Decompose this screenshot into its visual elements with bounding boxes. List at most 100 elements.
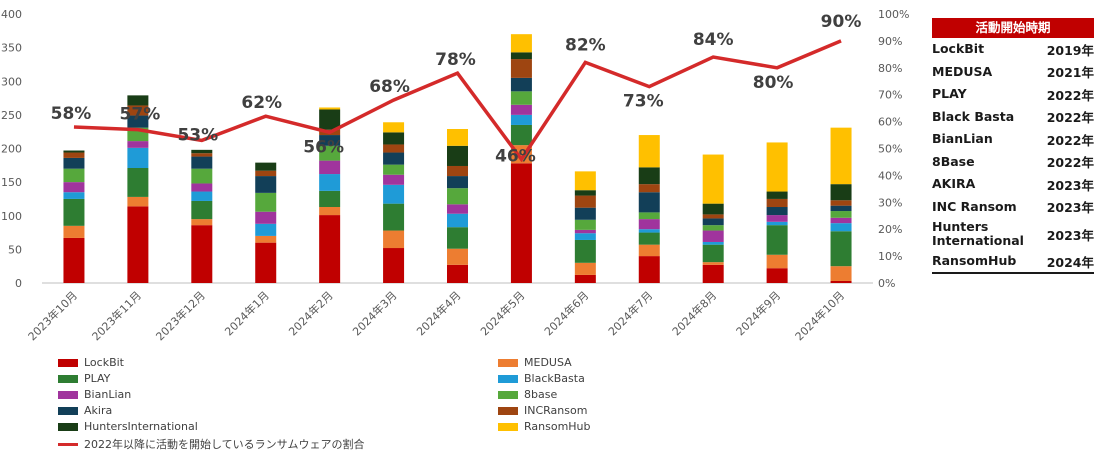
table-row: MEDUSA 2021年 [932, 60, 1094, 83]
bar-segment-akira [574, 207, 596, 220]
table-header: 活動開始時期 [932, 18, 1094, 38]
legend-item-ransomhub: RansomHub [498, 420, 591, 433]
bar-segment-play [127, 168, 149, 197]
legend-swatch [58, 358, 78, 367]
x-tick-label: 2024年10月 [792, 288, 847, 343]
y-tick-label: 0 [15, 277, 22, 290]
bar-segment-huntersinternational [383, 132, 405, 145]
bar-segment-blackbasta [766, 221, 788, 226]
legend-item-lockbit: LockBit [58, 356, 124, 369]
line-data-label: 78% [435, 50, 476, 70]
x-tick-label: 2024年1月 [222, 288, 272, 338]
bar-segment-8base [191, 168, 213, 184]
bar-segment-bianlian [383, 174, 405, 185]
bar-segment-bianlian [255, 211, 277, 224]
bar-segment-play [191, 200, 213, 220]
x-tick-label: 2024年2月 [286, 288, 336, 338]
bar-segment-huntersinternational [63, 150, 85, 153]
legend-label: INCRansom [524, 404, 588, 417]
x-tick-label: 2023年10月 [25, 288, 80, 343]
table-row: RansomHub 2024年 [932, 250, 1094, 274]
bar-segment-lockbit [830, 280, 852, 283]
bar-segment-incransom [127, 105, 149, 116]
line-data-label: 90% [821, 12, 862, 32]
bar-segment-incransom [830, 200, 852, 206]
bar-segment-play [574, 239, 596, 263]
bar-segment-ransomhub [830, 127, 852, 185]
bar-segment-play [383, 203, 405, 231]
bar-segment-incransom [510, 59, 532, 78]
line-data-label: 80% [753, 73, 794, 93]
line-data-label: 57% [120, 105, 161, 125]
bar-segment-huntersinternational [766, 191, 788, 199]
y-tick-label: 250 [1, 109, 22, 122]
x-tick-label: 2024年3月 [349, 288, 399, 338]
line-data-label: 46% [495, 146, 536, 166]
start-year: 2024年 [1046, 254, 1094, 270]
bar-segment-play [447, 227, 468, 249]
bar-segment-blackbasta [127, 147, 149, 169]
x-tick-label: 2024年4月 [413, 288, 463, 338]
legend-label: PLAY [84, 372, 111, 385]
ransomware-name: RansomHub [932, 253, 1017, 268]
bar-segment-lockbit [574, 274, 596, 283]
bar-segment-blackbasta [510, 114, 532, 125]
bar-segment-incransom [447, 165, 468, 177]
legend-label: Akira [84, 404, 113, 417]
y-tick-label: 150 [1, 176, 22, 189]
bar-segment-play [63, 198, 85, 226]
bar-segment-huntersinternational [574, 190, 596, 196]
bar-segment-incransom [191, 153, 213, 157]
legend-label: BianLian [84, 388, 132, 401]
legend-label: 2022年以降に活動を開始しているランサムウェアの割合 [84, 438, 365, 451]
bar-segment-huntersinternational [127, 95, 149, 106]
start-period-table: 活動開始時期 LockBit 2019年 MEDUSA 2021年 PLAY 2… [932, 18, 1094, 274]
bar-segment-incransom [574, 195, 596, 208]
ransomware-name: Hunters International [932, 219, 1024, 248]
bar-segment-ransomhub [702, 154, 724, 204]
bar-segment-bianlian [702, 230, 724, 242]
table-row: LockBit 2019年 [932, 38, 1094, 60]
legend-swatch [498, 390, 518, 399]
line-data-label: 56% [303, 137, 344, 157]
x-tick-label: 2023年12月 [153, 288, 208, 343]
bar-segment-akira [127, 115, 149, 128]
line-data-label: 82% [565, 35, 606, 55]
legend-item-bianlian: BianLian [58, 388, 131, 401]
bar-segment-8base [319, 145, 341, 161]
legend-swatch [58, 374, 78, 383]
y-tick-label: 300 [1, 75, 22, 88]
y2-tick-label: 40% [878, 169, 902, 182]
bar-segment-huntersinternational [255, 162, 277, 171]
start-year: 2021年 [1046, 65, 1094, 80]
bar-segment-bianlian [191, 183, 213, 192]
legend-swatch [58, 406, 78, 415]
table-row: PLAY 2022年 [932, 83, 1094, 105]
ransomware-name: 8Base [932, 153, 975, 169]
bar-segment-8base [638, 212, 660, 220]
bar-segment-medusa [383, 230, 405, 249]
y2-tick-label: 100% [878, 8, 909, 21]
bar-segment-medusa [319, 207, 341, 216]
x-tick-label: 2024年7月 [605, 288, 655, 338]
line-data-label: 58% [51, 104, 92, 124]
y2-tick-label: 70% [878, 89, 902, 102]
bar-segment-medusa [191, 219, 213, 226]
y2-tick-label: 90% [878, 35, 902, 48]
bar-segment-huntersinternational [830, 184, 852, 201]
bar-segment-incransom [702, 214, 724, 219]
x-tick-label: 2023年11月 [89, 288, 144, 343]
start-year: 2023年 [1046, 200, 1094, 215]
bar-segment-huntersinternational [447, 145, 468, 166]
table-row: 8Base 2022年 [932, 150, 1094, 173]
line-data-label: 62% [241, 93, 282, 113]
legend-item-play: PLAY [58, 372, 110, 385]
legend-swatch [498, 422, 518, 431]
bar-segment-blackbasta [191, 191, 213, 201]
bar-segment-huntersinternational [319, 109, 341, 130]
bar-segment-blackbasta [383, 184, 405, 204]
bar-segment-bianlian [63, 182, 85, 193]
start-year: 2022年 [1046, 87, 1094, 103]
bar-segment-akira [510, 77, 532, 92]
bar-segment-incransom [638, 184, 660, 193]
